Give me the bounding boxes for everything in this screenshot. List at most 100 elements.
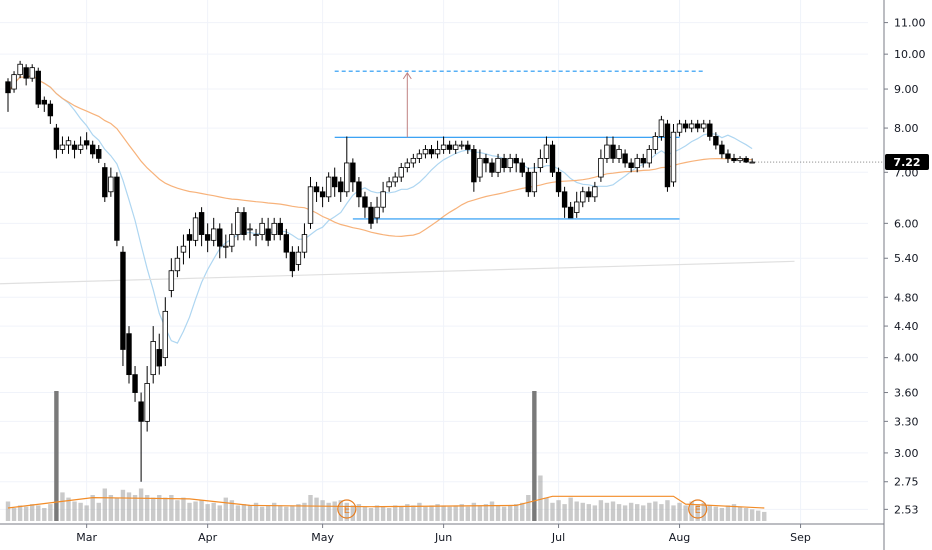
candle-body <box>114 176 120 241</box>
candle-body <box>404 162 410 168</box>
candle-body <box>495 157 501 173</box>
volume-bar <box>386 508 392 521</box>
candle-body <box>586 191 592 198</box>
volume-bar <box>762 511 767 521</box>
candle-body <box>525 171 531 193</box>
last-price-label: 7.22 <box>893 156 920 169</box>
volume-bar <box>138 488 144 521</box>
volume-bar <box>737 506 743 521</box>
volume-bar <box>647 502 652 521</box>
time-tick-label: Apr <box>198 531 218 544</box>
volume-bar <box>338 500 343 521</box>
volume-bar <box>17 505 23 521</box>
candle-body <box>350 162 356 183</box>
volume-bar <box>11 508 17 521</box>
volume-bar <box>586 504 591 521</box>
volume-bar <box>665 500 670 521</box>
candle-body <box>362 196 368 208</box>
time-tick-label: Sep <box>790 531 811 544</box>
candle-body <box>77 144 84 150</box>
price-tick-label: 10.00 <box>894 48 926 61</box>
candle-body <box>277 222 283 235</box>
candle-body <box>23 67 29 79</box>
volume-bar <box>393 505 398 521</box>
volume-bar <box>78 502 83 521</box>
candle-body <box>47 103 54 117</box>
candle-body <box>440 144 447 150</box>
candle-body <box>126 333 132 376</box>
candle-body <box>223 245 229 248</box>
volume-bar <box>126 492 132 521</box>
volume-bar <box>241 504 247 521</box>
volume-bar <box>501 506 507 521</box>
candle-body <box>374 206 380 219</box>
volume-bar <box>598 500 604 521</box>
earnings-marker <box>337 499 357 519</box>
candle-body <box>386 181 392 188</box>
time-axis[interactable]: Mar Apr May Jun Jul Aug Sep <box>0 523 884 544</box>
volume-bar <box>48 504 53 521</box>
price-tick-label: 2.75 <box>894 476 919 489</box>
candle-body <box>604 144 610 159</box>
volume-bar <box>151 497 156 521</box>
candle-body <box>567 206 574 219</box>
volume-bar <box>743 508 749 521</box>
ma-mid-line <box>7 74 753 238</box>
candle-body <box>507 157 513 168</box>
volume-bar <box>157 495 162 521</box>
volume-bar <box>84 505 89 521</box>
volume-bar <box>23 506 29 521</box>
price-tick-label: 5.40 <box>894 252 919 265</box>
candle-body <box>537 157 544 168</box>
volume-bar <box>356 504 362 521</box>
candle-body <box>90 144 96 155</box>
candle-body <box>253 234 259 236</box>
candle-body <box>501 157 507 168</box>
volume-bar <box>90 495 95 521</box>
volume-bar <box>163 497 168 521</box>
candle-body <box>331 176 338 188</box>
candle-body <box>192 217 199 241</box>
volume-bar <box>132 495 138 521</box>
volume-bar <box>423 506 428 521</box>
candle-body <box>83 140 90 146</box>
time-tick-label: Aug <box>669 531 690 544</box>
candle-body <box>610 144 616 159</box>
volume-bar <box>350 505 356 521</box>
volume-ma-line <box>7 495 765 509</box>
price-axis[interactable]: 11.0010.009.008.007.006.005.404.804.404.… <box>883 0 926 550</box>
volume-bar <box>713 506 719 521</box>
candle-body <box>283 234 289 253</box>
candle-body <box>265 228 271 241</box>
volume-bar <box>677 502 682 521</box>
volume-bar <box>695 504 700 521</box>
volume-bar <box>223 497 228 521</box>
candle-body <box>531 171 538 193</box>
volume-bar <box>562 504 567 521</box>
volume-bar <box>526 495 531 521</box>
candle-body <box>150 341 156 376</box>
candle-body <box>707 123 713 137</box>
candle-body <box>670 131 677 183</box>
candle-body <box>59 144 66 150</box>
volume-bar <box>538 475 543 521</box>
candle-body <box>634 157 640 168</box>
last-price-box <box>885 154 929 171</box>
candle-body <box>731 157 737 162</box>
candle-body <box>701 123 707 129</box>
arrow-head <box>402 71 412 80</box>
price-tick-label: 6.00 <box>894 217 919 230</box>
candle-body <box>676 123 683 133</box>
volume-bar <box>459 504 464 521</box>
volume-bar <box>265 505 271 521</box>
candle-body <box>549 144 556 173</box>
candle-body <box>434 149 441 155</box>
volume-bar <box>604 502 610 521</box>
candle-body <box>29 67 35 79</box>
volume-bar <box>411 505 416 521</box>
volume-bar <box>320 500 325 521</box>
volume-bar <box>362 506 368 521</box>
volume-bar <box>290 505 295 521</box>
candle-body <box>174 257 181 272</box>
